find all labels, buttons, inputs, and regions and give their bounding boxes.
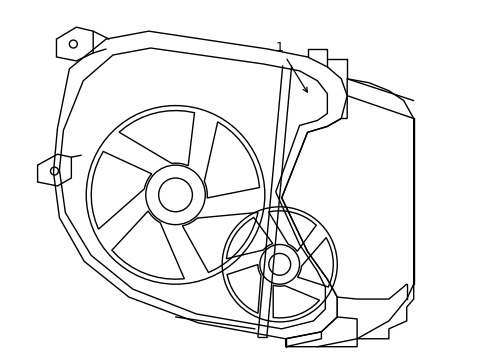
Text: 1: 1 [275, 41, 306, 92]
